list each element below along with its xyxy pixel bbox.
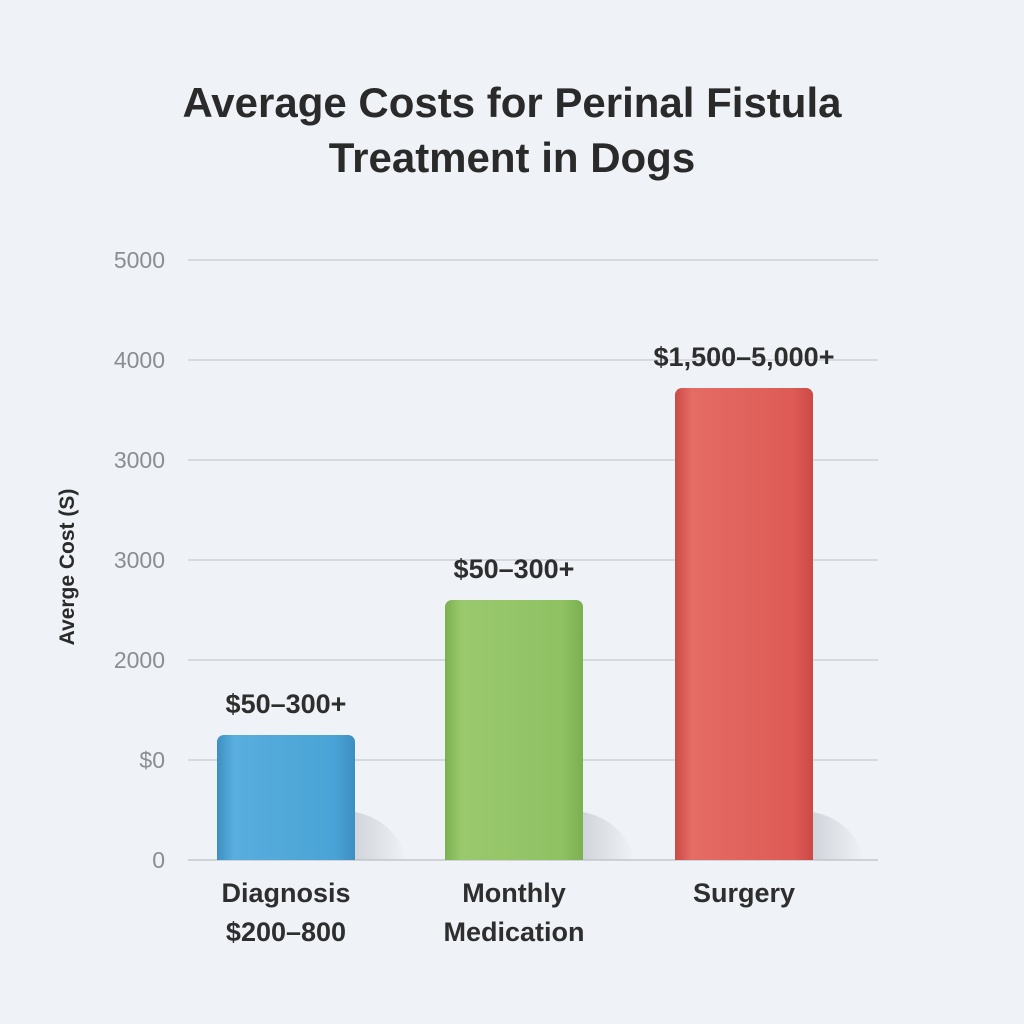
- x-axis-categories: Diagnosis $200–800 Monthly Medication Surger…: [221, 878, 795, 947]
- bars: [217, 388, 865, 860]
- x-category-label: Diagnosis: [221, 878, 350, 908]
- bar-value-label: $50–300+: [454, 554, 575, 584]
- bar-base: [217, 850, 355, 860]
- bar-value-label: $1,500–5,000+: [654, 342, 835, 372]
- bar-shadow: [813, 812, 865, 860]
- bar-shadow: [355, 812, 407, 860]
- y-tick-label: 0: [152, 847, 165, 873]
- bar: [445, 600, 583, 860]
- y-tick-label: 5000: [114, 247, 165, 273]
- y-tick-label: $0: [139, 747, 165, 773]
- bar-value-label: $50–300+: [226, 689, 347, 719]
- bar-base: [675, 850, 813, 860]
- bar: [217, 735, 355, 860]
- bar-base: [445, 850, 583, 860]
- chart-title-line-1: Average Costs for Perinal Fistula: [183, 79, 843, 126]
- data-labels: $50–300+ $50–300+ $1,500–5,000+: [226, 342, 835, 719]
- x-category-label: Monthly: [462, 878, 565, 908]
- y-tick-label: 2000: [114, 647, 165, 673]
- y-tick-label: 3000: [114, 547, 165, 573]
- y-axis-title: Averge Cost (S): [56, 489, 79, 646]
- bar: [675, 388, 813, 860]
- y-axis-ticks: 0 $0 2000 3000 3000 4000 5000: [114, 247, 165, 873]
- bar-shadow: [583, 812, 635, 860]
- y-tick-label: 4000: [114, 347, 165, 373]
- chart-title-line-2: Treatment in Dogs: [329, 134, 695, 181]
- x-category-label: $200–800: [226, 917, 346, 947]
- y-tick-label: 3000: [114, 447, 165, 473]
- x-category-label: Surgery: [693, 878, 795, 908]
- x-category-label: Medication: [443, 917, 584, 947]
